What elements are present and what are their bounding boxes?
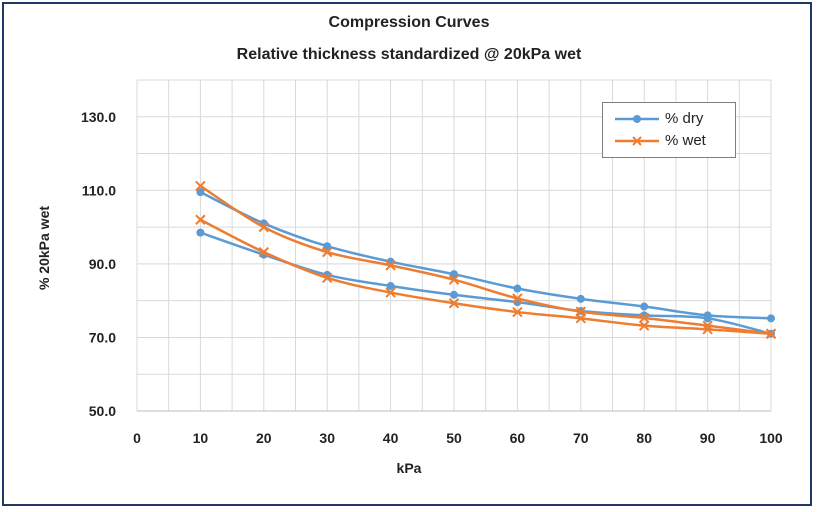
data-point-dry [513, 284, 522, 293]
data-point-wet [702, 324, 713, 335]
y-tick-label: 130.0 [81, 109, 116, 125]
data-point-wet [385, 260, 396, 271]
data-point-wet [575, 313, 587, 324]
data-point-dry [703, 314, 712, 323]
legend-item-wet: % wet [613, 131, 733, 151]
legend: % dry % wet [602, 102, 736, 158]
data-point-dry [450, 290, 458, 299]
data-point-wet [258, 221, 270, 233]
data-point-wet [765, 328, 777, 339]
series-line-3 [199, 218, 772, 336]
data-point-dry [386, 281, 395, 290]
data-point-wet [448, 298, 460, 309]
legend-item-dry: % dry [613, 109, 733, 129]
data-point-dry [767, 314, 775, 323]
x-tick-label: 50 [446, 430, 462, 446]
x-tick-label: 40 [383, 430, 399, 446]
x-tick-label: 0 [133, 430, 141, 446]
legend-label-dry: % dry [665, 110, 704, 127]
data-point-dry [323, 242, 332, 251]
data-point-wet [321, 246, 333, 258]
chart-subtitle: Relative thickness standardized @ 20kPa … [236, 46, 582, 63]
data-point-dry [450, 270, 458, 279]
data-point-wet [512, 306, 523, 318]
x-tick-label: 60 [510, 430, 526, 446]
y-tick-label: 90.0 [89, 256, 116, 272]
x-tick-label: 100 [759, 430, 783, 446]
x-axis-label: kPa [396, 460, 422, 476]
y-tick-label: 50.0 [89, 403, 116, 419]
data-point-wet [638, 312, 650, 324]
data-point-dry [576, 294, 585, 303]
data-point-dry [640, 302, 649, 311]
data-point-wet [385, 287, 396, 298]
data-point-wet [321, 272, 333, 284]
data-point-dry [196, 188, 205, 197]
legend-swatch-wet [615, 136, 659, 146]
data-point-wet [638, 320, 650, 331]
legend-label-wet: % wet [665, 132, 706, 149]
y-tick-label: 70.0 [89, 329, 116, 345]
x-tick-label: 70 [573, 430, 589, 446]
data-point-dry [196, 228, 205, 237]
series-line-2 [199, 184, 772, 336]
x-tick-label: 80 [636, 430, 652, 446]
chart-title: Compression Curves [328, 14, 490, 31]
data-point-wet [512, 293, 523, 304]
x-tick-label: 10 [193, 430, 209, 446]
legend-swatch-dry [615, 115, 659, 123]
y-tick-label: 110.0 [82, 182, 116, 198]
data-point-wet [448, 274, 460, 285]
series-line-0 [199, 191, 772, 320]
data-point-wet [195, 214, 206, 225]
x-tick-label: 30 [319, 430, 335, 446]
data-point-wet [195, 180, 206, 192]
data-point-wet [258, 246, 270, 258]
x-tick-label: 90 [700, 430, 716, 446]
x-tick-label: 20 [256, 430, 272, 446]
